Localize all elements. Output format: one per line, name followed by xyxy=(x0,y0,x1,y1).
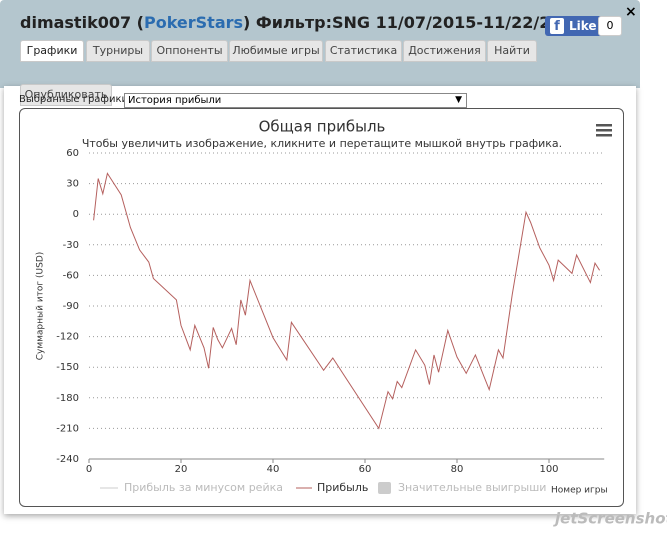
selector-label: Выбранные графики: xyxy=(19,94,132,105)
page-title: dimastik007 (PokerStars) Фильтр:SNG 11/0… xyxy=(20,13,584,32)
tab[interactable]: Найти xyxy=(487,40,537,62)
watermark: jetScreenshot xyxy=(553,510,667,528)
x-axis-label: Номер игры xyxy=(551,486,608,496)
y-tick-label: -90 xyxy=(63,301,79,312)
menu-icon[interactable] xyxy=(596,124,612,137)
series-line xyxy=(93,172,601,430)
tab[interactable]: Опубликовать xyxy=(20,84,112,106)
tab[interactable]: Графики xyxy=(20,40,84,62)
x-tick-label: 100 xyxy=(539,464,558,475)
y-tick-label: 0 xyxy=(73,209,79,220)
y-tick-label: 30 xyxy=(66,179,79,190)
x-tick-label: 80 xyxy=(451,464,464,475)
close-button[interactable]: × xyxy=(625,4,637,20)
tab[interactable]: Достижения xyxy=(403,40,486,62)
y-tick-label: -120 xyxy=(56,332,79,343)
tab[interactable]: Турниры xyxy=(86,40,150,62)
chart-box xyxy=(19,108,624,507)
legend-symbol xyxy=(378,482,391,494)
y-tick-label: -240 xyxy=(56,454,79,465)
tab[interactable]: Статистика xyxy=(325,40,402,62)
y-tick-label: 60 xyxy=(66,148,79,159)
title-user: dimastik007 ( xyxy=(20,13,144,32)
legend-item: Прибыль за минусом рейка xyxy=(124,481,283,494)
x-tick-label: 40 xyxy=(267,464,280,475)
y-tick-label: -60 xyxy=(63,270,79,281)
x-tick-label: 20 xyxy=(175,464,188,475)
chart-selector[interactable]: История прибыли xyxy=(124,93,467,108)
tab[interactable]: Оппоненты xyxy=(151,40,228,62)
y-tick-label: -180 xyxy=(56,393,79,404)
x-tick-label: 0 xyxy=(86,464,92,475)
tab[interactable]: Любимые игры xyxy=(229,40,323,62)
y-tick-label: -210 xyxy=(56,423,79,434)
chart-title: Общая прибыль xyxy=(259,118,386,136)
legend-item: Прибыль xyxy=(317,481,368,494)
title-filter: ) Фильтр:SNG 11/07/2015-11/22/2030 xyxy=(243,13,584,32)
legend-item: Значительные выигрыши xyxy=(398,481,546,494)
like-count: 0 xyxy=(598,16,622,36)
like-button[interactable]: Like xyxy=(545,16,603,36)
y-axis-label: Суммарный итог (USD) xyxy=(36,252,46,361)
y-tick-label: -30 xyxy=(63,240,79,251)
chart-subtitle: Чтобы увеличить изображение, кликните и … xyxy=(82,137,562,150)
y-tick-label: -150 xyxy=(56,362,79,373)
title-site[interactable]: PokerStars xyxy=(143,13,244,32)
x-tick-label: 60 xyxy=(359,464,372,475)
